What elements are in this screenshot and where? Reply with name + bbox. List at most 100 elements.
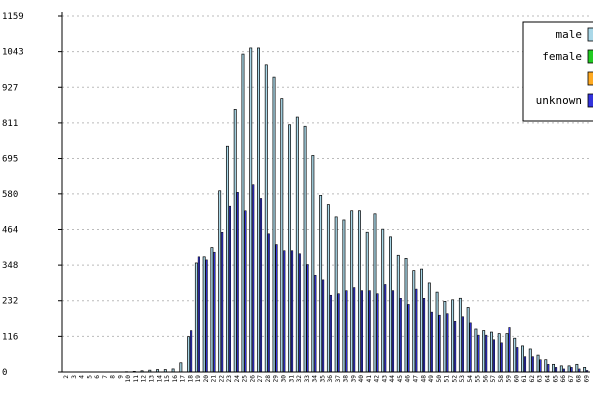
- legend-box: [522, 21, 593, 122]
- x-tick-label: 3: [71, 375, 78, 379]
- bar-male: [583, 367, 587, 373]
- bar-unknown: [236, 192, 239, 373]
- bar-male: [489, 331, 493, 373]
- y-tick-label: 695: [2, 155, 18, 165]
- x-tick-label: 69: [583, 375, 590, 383]
- bar-unknown: [547, 364, 550, 373]
- x-tick-label: 55: [475, 375, 482, 383]
- bar-male: [295, 116, 299, 373]
- x-tick-label: 14: [156, 375, 163, 383]
- x-tick-label: 32: [296, 375, 303, 383]
- bar-unknown: [368, 290, 371, 373]
- x-tick-label: 4: [79, 375, 86, 379]
- bar-male: [264, 64, 268, 373]
- bar-male: [544, 359, 548, 373]
- x-tick-label: 10: [125, 375, 132, 383]
- bar-male: [567, 365, 571, 373]
- legend-label: male: [556, 28, 583, 41]
- bar-male: [466, 307, 470, 373]
- bar-unknown: [570, 367, 573, 373]
- x-tick-label: 38: [343, 375, 350, 383]
- bar-unknown: [283, 250, 286, 373]
- bar-unknown: [430, 311, 433, 373]
- bar-male: [513, 337, 517, 373]
- x-tick-label: 44: [389, 375, 396, 383]
- bar-unknown: [438, 314, 441, 373]
- bar-male: [559, 365, 563, 373]
- bar-male: [311, 155, 315, 373]
- bar-unknown: [516, 347, 519, 373]
- bar-unknown: [384, 284, 387, 373]
- y-tick-label: 0: [2, 368, 7, 378]
- x-tick-label: 67: [568, 375, 575, 383]
- bar-unknown: [244, 210, 247, 373]
- bar-unknown: [407, 304, 410, 373]
- bar-male: [233, 109, 237, 373]
- x-tick-label: 39: [350, 375, 357, 383]
- x-tick-label: 11: [133, 375, 140, 383]
- bar-unknown: [539, 359, 542, 373]
- x-tick-label: 12: [141, 375, 148, 383]
- x-tick-label: 29: [273, 375, 280, 383]
- bar-male: [458, 297, 462, 373]
- x-tick-label: 15: [164, 375, 171, 383]
- x-tick-label: 46: [405, 375, 412, 383]
- x-tick-label: 58: [498, 375, 505, 383]
- legend-label: female: [542, 50, 582, 63]
- bar-male: [319, 195, 323, 373]
- y-tick-label: 580: [2, 190, 18, 200]
- bar-unknown: [446, 313, 449, 373]
- bar-unknown: [306, 264, 309, 373]
- bar-unknown: [275, 244, 278, 373]
- y-tick-label: 464: [2, 225, 18, 235]
- bar-unknown: [259, 198, 263, 373]
- bar-male: [474, 328, 478, 373]
- x-tick-label: 66: [560, 375, 567, 383]
- x-axis: 2 3 4 5 6 7 8 9 10 11 12 13 14 15 16 17 18 19 20 21 22 23 24 25…: [62, 371, 590, 383]
- bar-unknown: [477, 334, 480, 373]
- bar-unknown: [531, 356, 534, 373]
- legend-swatch: [587, 49, 593, 64]
- bar-male: [528, 348, 532, 373]
- bar-male: [334, 216, 338, 373]
- x-tick-label: 27: [257, 375, 264, 383]
- x-tick-label: 64: [544, 375, 551, 383]
- x-tick-label: 61: [521, 375, 528, 383]
- x-tick-label: 34: [312, 375, 319, 383]
- x-tick-label: 7: [102, 375, 109, 379]
- x-tick-label: 28: [265, 375, 272, 383]
- legend-label: unknown: [536, 94, 582, 107]
- x-tick-label: 18: [187, 375, 194, 383]
- bar-unknown: [508, 327, 511, 373]
- bar-unknown: [205, 259, 208, 373]
- bar-male: [365, 231, 369, 373]
- bar-unknown: [329, 294, 332, 373]
- bar-male: [257, 47, 260, 373]
- bar-male: [505, 333, 509, 373]
- bar-male: [396, 254, 400, 373]
- bar-unknown: [345, 290, 348, 373]
- y-axis: 1159 1043 927 811 695 580 464 348 232 116 0: [2, 12, 63, 378]
- legend: male female unknown: [522, 21, 593, 122]
- y-tick-label: 1159: [2, 12, 24, 22]
- bar-unknown: [314, 274, 317, 373]
- bar-male: [552, 363, 556, 373]
- x-tick-label: 21: [211, 375, 218, 383]
- x-tick-label: 60: [513, 375, 520, 383]
- x-tick-label: 20: [203, 375, 210, 383]
- bar-unknown: [267, 233, 270, 373]
- x-tick-label: 54: [467, 375, 474, 383]
- bar-male: [497, 333, 501, 373]
- bar-unknown: [190, 330, 193, 373]
- x-tick-label: 16: [172, 375, 179, 383]
- bar-unknown: [353, 287, 356, 373]
- y-tick-label: 811: [2, 119, 18, 129]
- bar-male: [389, 236, 392, 373]
- bar-male: [404, 258, 408, 373]
- bar-unknown: [423, 298, 426, 373]
- x-tick-label: 35: [319, 375, 326, 383]
- y-tick-label: 348: [2, 261, 18, 271]
- legend-swatch: [587, 27, 593, 42]
- bars: [125, 47, 589, 373]
